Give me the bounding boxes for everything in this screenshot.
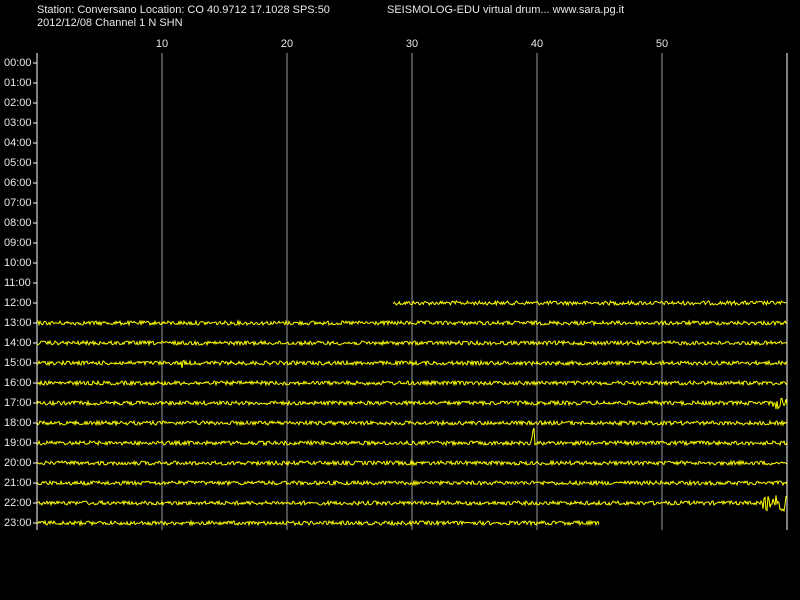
seismic-trace [36, 419, 788, 427]
hour-label: 08:00 [4, 217, 32, 229]
seismic-trace [36, 427, 788, 447]
x-tick-label: 30 [406, 38, 418, 50]
x-tick-label: 10 [156, 38, 168, 50]
x-tick-label: 50 [656, 38, 668, 50]
seismic-trace [36, 397, 788, 410]
date-channel: 2012/12/08 Channel 1 N SHN [37, 17, 183, 29]
x-tick-label: 40 [531, 38, 543, 50]
hour-label: 11:00 [4, 277, 31, 289]
hour-label: 01:00 [4, 77, 32, 89]
hour-label: 02:00 [4, 97, 32, 109]
hour-label: 13:00 [4, 317, 32, 329]
seismic-trace [36, 359, 788, 368]
hour-label: 09:00 [4, 237, 32, 249]
hour-label: 20:00 [4, 457, 32, 469]
hour-label: 23:00 [4, 517, 32, 529]
seismic-trace [37, 339, 788, 347]
seismic-trace [36, 495, 788, 513]
hour-label: 16:00 [4, 377, 32, 389]
hour-label: 04:00 [4, 137, 32, 149]
hour-label: 15:00 [4, 357, 32, 369]
hour-label: 00:00 [4, 57, 32, 69]
hour-label: 06:00 [4, 177, 32, 189]
seismic-trace [392, 299, 787, 307]
hour-label: 07:00 [4, 197, 32, 209]
hour-label: 10:00 [4, 257, 32, 269]
hour-label: 17:00 [4, 397, 32, 409]
program-info: SEISMOLOG-EDU virtual drum... www.sara.p… [387, 4, 624, 16]
hour-label: 05:00 [4, 157, 32, 169]
station-info: Station: Conversano Location: CO 40.9712… [37, 4, 330, 16]
hour-label: 14:00 [4, 337, 32, 349]
hour-label: 22:00 [4, 497, 32, 509]
hour-label: 18:00 [4, 417, 32, 429]
seismic-trace [36, 459, 788, 467]
seismic-trace [36, 379, 788, 387]
seismic-trace [36, 479, 788, 487]
x-tick-label: 20 [281, 38, 293, 50]
seismic-trace [36, 519, 600, 527]
hour-label: 12:00 [4, 297, 32, 309]
hour-label: 03:00 [4, 117, 32, 129]
hour-label: 19:00 [4, 437, 32, 449]
seismic-trace [36, 319, 788, 327]
hour-label: 21:00 [4, 477, 32, 489]
